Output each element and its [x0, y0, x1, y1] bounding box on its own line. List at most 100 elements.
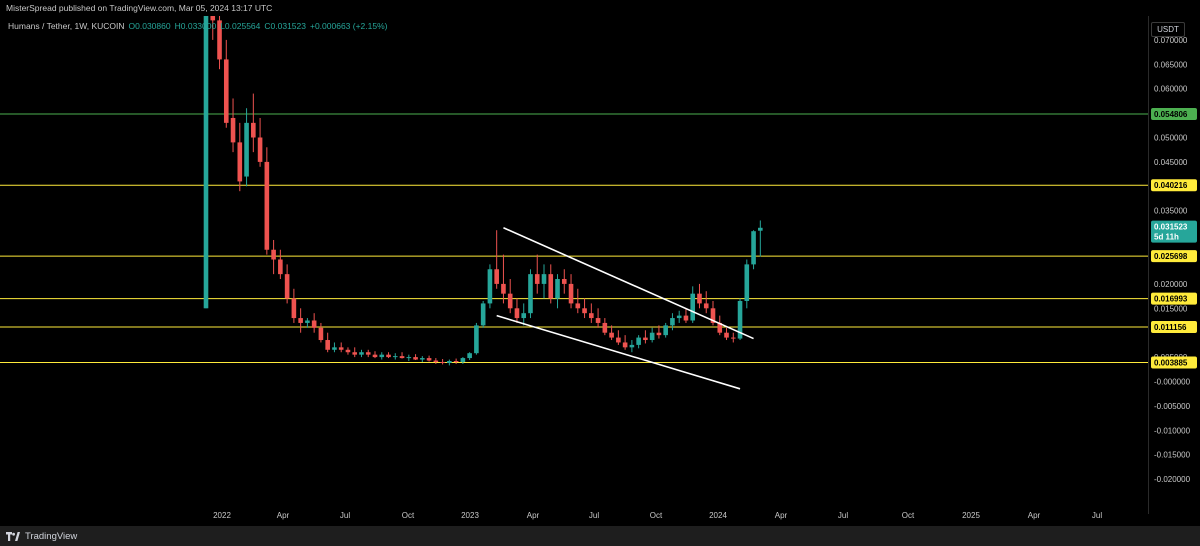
symbol-name[interactable]: Humans / Tether, 1W, KUCOIN — [8, 21, 125, 31]
ohlc-low: L0.025564 — [220, 21, 261, 31]
wedge-trendline[interactable] — [503, 227, 754, 340]
price-tick-label: 0.035000 — [1154, 207, 1188, 216]
candle-body — [480, 303, 486, 326]
candle-body — [541, 274, 547, 284]
candle-body — [433, 360, 439, 362]
level-price-tag-label: 0.016993 — [1154, 295, 1188, 304]
candle-body — [663, 325, 668, 336]
candle-body — [359, 352, 364, 355]
time-tick-label: 2022 — [213, 511, 231, 520]
time-tick-label: 2023 — [461, 511, 479, 520]
candle-body — [413, 357, 418, 360]
candle-body — [528, 274, 533, 314]
time-tick-label: Apr — [527, 511, 540, 520]
currency-button[interactable]: USDT — [1151, 22, 1185, 37]
candle-body — [676, 315, 682, 319]
candle-body — [379, 354, 385, 358]
level-price-tag — [1151, 179, 1197, 192]
time-tick-label: Jul — [1092, 511, 1102, 520]
level-price-tag-label: 0.054806 — [1154, 110, 1188, 119]
candle-body — [244, 122, 249, 177]
candle-body — [284, 274, 290, 299]
candle-body — [223, 59, 229, 123]
time-scale[interactable]: 2022 Apr Jul Oct 2023 Apr Jul Oct 2024 Apr Jul Oct 2… — [0, 506, 1148, 526]
candle-body — [352, 352, 358, 355]
candle-body — [386, 354, 391, 358]
tradingview-logo-icon[interactable] — [6, 531, 20, 541]
price-axis: 0.070000 0.065000 0.060000 0.050000 0.045000… — [1151, 36, 1197, 484]
time-tick-label: 2025 — [962, 511, 980, 520]
level-price-tag — [1151, 321, 1197, 334]
candle-body — [649, 332, 655, 341]
candlestick-chart[interactable] — [0, 16, 1148, 514]
candle-body — [332, 347, 337, 350]
price-tick-label: 0.045000 — [1154, 158, 1188, 167]
price-tick-label: 0.060000 — [1154, 85, 1188, 94]
chart-pane[interactable] — [0, 16, 1148, 514]
candle-body — [521, 313, 527, 319]
footer-brand[interactable]: TradingView — [25, 530, 78, 542]
candle-body — [291, 298, 297, 319]
candle-body — [399, 356, 405, 359]
candle-body — [271, 249, 276, 260]
candle-body — [264, 161, 270, 250]
level-price-tag-label: 0.011156 — [1154, 323, 1187, 332]
time-tick-label: Jul — [340, 511, 350, 520]
price-tick-label: 0.015000 — [1154, 304, 1188, 313]
candle-body — [426, 358, 432, 361]
candle-body — [230, 117, 236, 143]
candle-body — [278, 259, 283, 275]
candle-body — [616, 337, 621, 343]
candle-body — [609, 332, 614, 338]
candle-body — [703, 303, 709, 309]
candle-body — [501, 283, 506, 294]
candle-body — [447, 361, 452, 363]
candle-body — [251, 122, 256, 138]
published-text: MisterSpread published on TradingView.co… — [6, 3, 273, 13]
candle-body — [575, 303, 581, 309]
price-tick-label: 0.070000 — [1154, 36, 1188, 45]
candle-body — [758, 227, 763, 231]
candle-body — [453, 361, 459, 363]
price-tick-label: -0.000000 — [1154, 378, 1191, 387]
time-tick-label: Jul — [589, 511, 599, 520]
candle-body — [203, 16, 209, 309]
symbol-legend: Humans / Tether, 1W, KUCOIN O0.030860 H0… — [8, 21, 388, 31]
level-price-tag — [1151, 292, 1197, 305]
candle-body — [494, 269, 499, 284]
candle-body — [514, 308, 520, 319]
candle-body — [460, 358, 466, 362]
candle-body — [724, 332, 729, 338]
candle-body — [210, 16, 216, 21]
price-tick-label: -0.005000 — [1154, 402, 1191, 411]
candle-body — [561, 279, 567, 284]
ohlc-change: +0.000663 (+2.15%) — [309, 21, 388, 31]
wedge-trendline[interactable] — [496, 314, 741, 390]
candle-body — [474, 325, 479, 354]
candle-body — [717, 322, 723, 333]
candle-body — [751, 231, 756, 265]
level-price-tag — [1151, 108, 1197, 121]
candle-body — [534, 274, 540, 284]
candle-body — [656, 332, 662, 336]
candle-body — [305, 320, 310, 323]
ohlc-open: O0.030860 — [128, 21, 171, 31]
candle-body — [629, 344, 635, 348]
candle-body — [697, 293, 702, 304]
time-tick-label: Apr — [277, 511, 290, 520]
time-tick-label: Apr — [1028, 511, 1041, 520]
candle-body — [683, 315, 689, 321]
time-tick-label: Oct — [650, 511, 663, 520]
last-price-tag — [1151, 220, 1197, 243]
last-price-countdown: 5d 11h — [1154, 233, 1179, 242]
candle-body — [636, 337, 641, 345]
ohlc-high: H0.033000 — [174, 21, 217, 31]
candle-body — [298, 318, 303, 323]
candle-body — [582, 308, 587, 314]
price-scale[interactable]: 0.070000 0.065000 0.060000 0.050000 0.045000… — [1148, 16, 1200, 514]
price-tick-label: -0.020000 — [1154, 475, 1191, 484]
candle-body — [467, 353, 472, 359]
candle-body — [406, 357, 412, 359]
time-tick-label: Oct — [402, 511, 415, 520]
candle-body — [311, 320, 317, 328]
